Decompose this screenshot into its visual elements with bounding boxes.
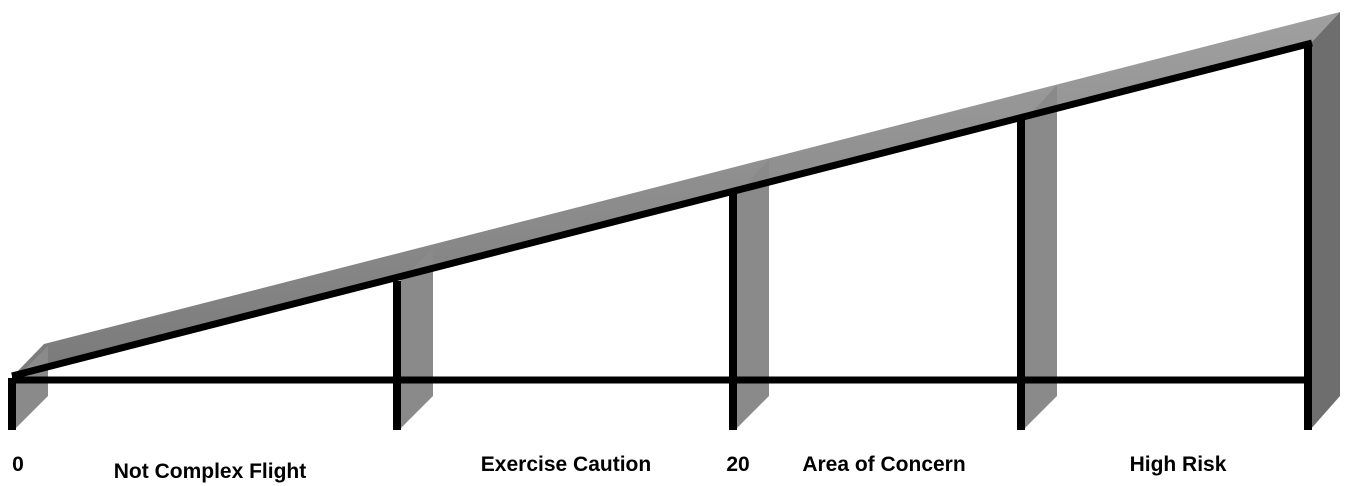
side-panel bbox=[735, 160, 769, 430]
tick-label: 20 bbox=[726, 453, 749, 476]
zone-label: Exercise Caution bbox=[481, 453, 651, 476]
side-panel bbox=[1310, 12, 1340, 430]
zone-label: Not Complex Flight bbox=[114, 460, 307, 483]
side-panel bbox=[1023, 85, 1057, 430]
slope-line bbox=[11, 39, 1313, 380]
top-bevel bbox=[12, 12, 1340, 377]
zone-label: High Risk bbox=[1130, 453, 1227, 476]
tick-label: 0 bbox=[12, 453, 24, 476]
side-panel bbox=[399, 248, 433, 430]
zone-label: Area of Concern bbox=[802, 453, 965, 476]
